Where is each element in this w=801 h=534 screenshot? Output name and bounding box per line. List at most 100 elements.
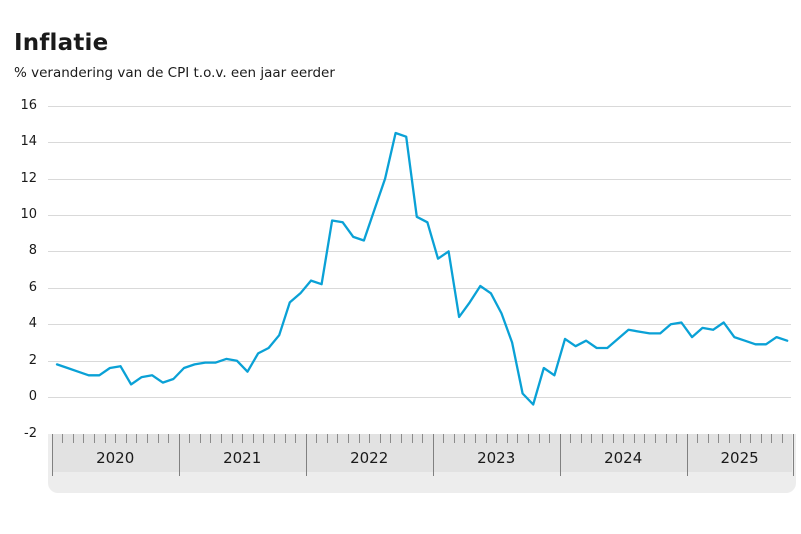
gridline — [48, 215, 791, 216]
month-tick — [506, 433, 508, 443]
month-tick — [464, 433, 466, 443]
chart-title: Inflatie — [14, 30, 109, 56]
year-separator — [559, 433, 561, 476]
month-tick — [485, 433, 487, 443]
year-separator — [178, 433, 180, 476]
month-tick — [707, 433, 709, 443]
month-tick — [570, 433, 572, 443]
month-tick — [538, 433, 540, 443]
month-tick — [390, 433, 392, 443]
gridline — [48, 142, 791, 144]
month-tick — [189, 433, 191, 443]
month-tick — [62, 433, 64, 443]
month-tick — [199, 433, 201, 443]
month-tick — [549, 433, 551, 443]
x-axis-year-label: 2025 — [720, 449, 759, 467]
month-tick — [633, 433, 635, 443]
month-tick — [83, 433, 85, 443]
gridline — [48, 397, 791, 399]
month-tick — [729, 433, 730, 443]
month-tick — [221, 433, 222, 443]
month-tick — [284, 433, 286, 443]
month-tick — [676, 433, 678, 443]
x-axis-year-label: 2021 — [223, 449, 262, 467]
month-tick — [326, 433, 328, 443]
month-tick — [125, 433, 127, 443]
month-tick — [157, 433, 159, 443]
x-axis-year-label: 2024 — [604, 449, 643, 467]
y-axis-label: 16 — [20, 97, 37, 113]
month-tick — [475, 433, 476, 443]
month-tick — [231, 433, 233, 443]
month-tick — [316, 433, 318, 443]
gridline — [48, 178, 791, 180]
month-tick — [771, 433, 773, 443]
month-tick — [337, 433, 339, 443]
y-axis-label: 0 — [28, 389, 37, 405]
month-tick — [136, 433, 138, 443]
month-tick — [527, 433, 529, 443]
gridline — [48, 324, 791, 326]
y-axis-label: 2 — [28, 352, 37, 368]
month-tick — [718, 433, 720, 443]
month-tick — [168, 433, 170, 443]
x-axis-year-label: 2023 — [477, 449, 516, 467]
month-tick — [379, 433, 381, 443]
month-tick — [263, 433, 265, 443]
month-tick — [210, 433, 212, 443]
month-tick — [654, 433, 656, 443]
month-tick — [242, 433, 244, 443]
year-separator — [305, 433, 307, 476]
month-tick — [697, 433, 699, 443]
x-axis-band — [51, 433, 793, 473]
month-tick — [453, 433, 455, 443]
y-axis-label: 14 — [20, 134, 37, 150]
gridline — [48, 251, 791, 253]
y-axis-label: 8 — [28, 243, 37, 259]
month-tick — [273, 433, 275, 443]
year-separator — [51, 433, 53, 476]
month-tick — [411, 433, 413, 443]
y-axis-label: 4 — [28, 316, 37, 332]
chart-subtitle: % verandering van de CPI t.o.v. een jaar… — [14, 65, 335, 81]
month-tick — [72, 433, 74, 443]
y-axis-label: 10 — [20, 207, 37, 222]
y-axis-label: 12 — [20, 170, 37, 186]
x-axis-year-label: 2022 — [350, 449, 389, 467]
month-tick — [580, 433, 582, 443]
month-tick — [115, 433, 117, 443]
month-tick — [623, 433, 625, 443]
month-tick — [760, 433, 762, 443]
gridline — [48, 105, 791, 107]
month-tick — [750, 433, 752, 443]
month-tick — [422, 433, 424, 443]
month-tick — [295, 433, 297, 443]
y-axis-label: 6 — [28, 279, 37, 295]
gridline — [48, 360, 791, 362]
month-tick — [252, 433, 254, 443]
month-tick — [644, 433, 646, 443]
year-separator — [792, 433, 794, 476]
month-tick — [517, 433, 519, 443]
month-tick — [348, 433, 349, 443]
month-tick — [591, 433, 593, 443]
month-tick — [443, 433, 445, 443]
month-tick — [358, 433, 360, 443]
month-tick — [496, 433, 498, 443]
x-axis-year-label: 2020 — [96, 449, 135, 467]
month-tick — [104, 433, 106, 443]
month-tick — [612, 433, 614, 443]
month-tick — [400, 433, 402, 443]
y-axis-label: -2 — [24, 425, 37, 441]
month-tick — [602, 433, 603, 443]
month-tick — [781, 433, 783, 443]
gridline — [48, 287, 791, 289]
year-separator — [686, 433, 688, 476]
month-tick — [369, 433, 371, 443]
month-tick — [665, 433, 667, 443]
inflation-line — [55, 131, 789, 406]
month-tick — [94, 433, 95, 443]
year-separator — [432, 433, 434, 476]
month-tick — [739, 433, 741, 443]
